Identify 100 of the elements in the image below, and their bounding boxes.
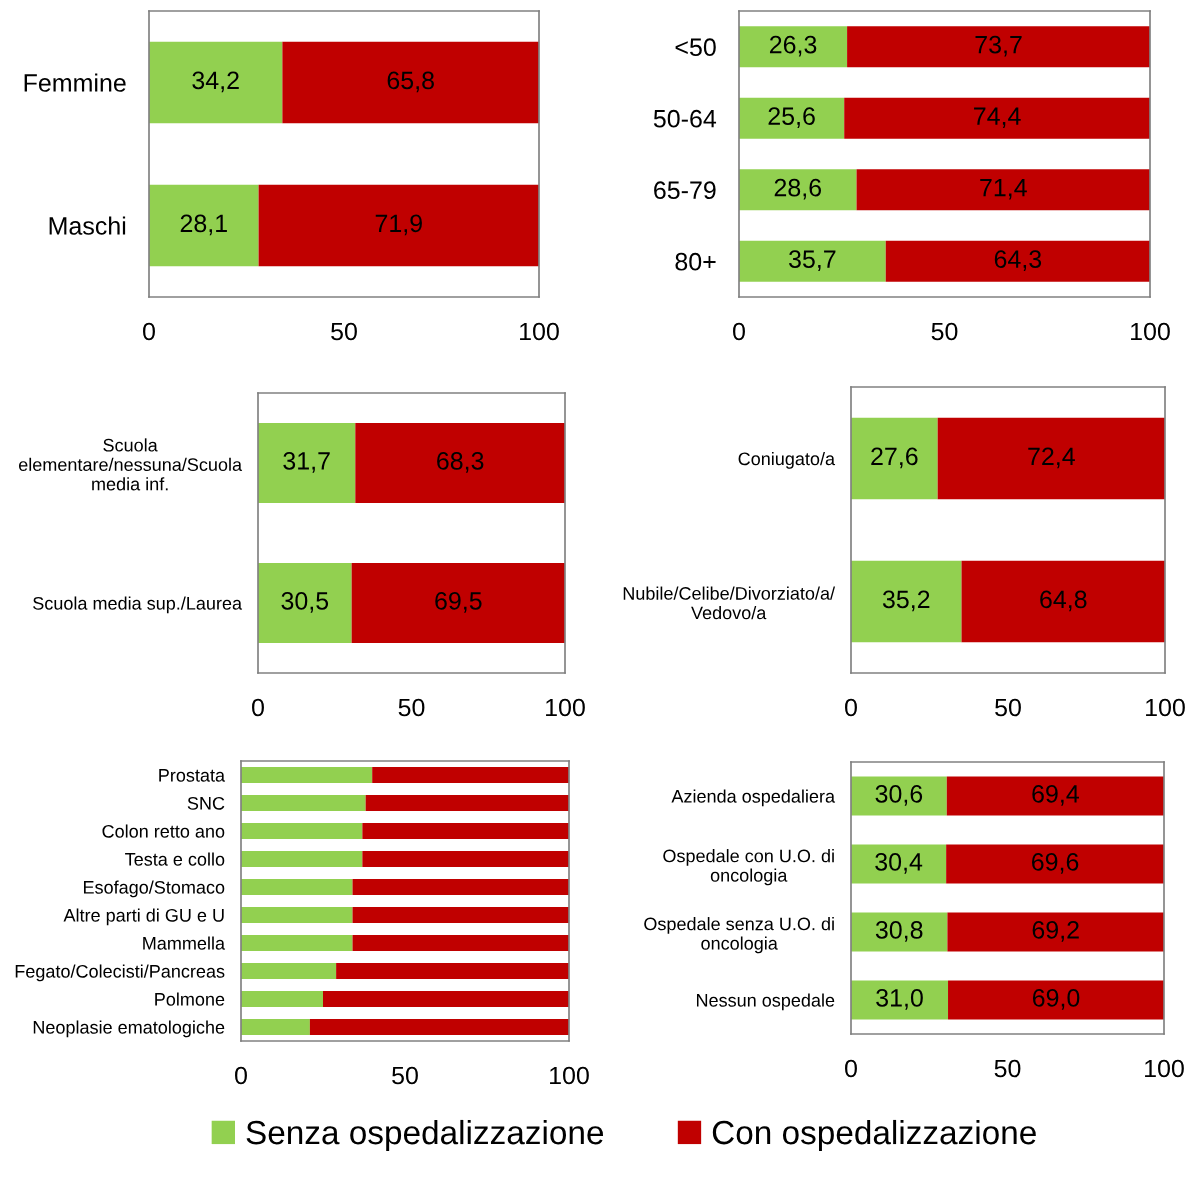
y-tick-label: Nessun ospedale <box>696 993 835 1011</box>
x-tick-label: 50 <box>931 322 958 341</box>
x-tick-label: 50 <box>994 1059 1021 1078</box>
bar <box>309 1019 569 1035</box>
bar <box>352 907 569 923</box>
bar <box>739 169 857 211</box>
bar <box>946 844 1164 884</box>
y-tick-label: Femmine <box>24 73 126 92</box>
legend-label: Senza ospedalizzazione <box>246 1119 604 1151</box>
data-label: 69,0 <box>1032 989 1080 1010</box>
legend-label: Con ospedalizzazione <box>712 1119 1036 1151</box>
x-tick-label: 100 <box>520 322 559 341</box>
y-tick-label: Testa e collo <box>125 852 225 866</box>
y-tick-label: 50-64 <box>653 109 717 128</box>
data-label: 28,1 <box>180 214 227 236</box>
bar <box>258 184 539 267</box>
data-label: 34,2 <box>192 71 239 93</box>
data-label: 31,0 <box>876 989 923 1010</box>
bar <box>947 912 1164 952</box>
bar <box>351 563 565 643</box>
y-tick-label: Polmone <box>155 992 225 1006</box>
bar <box>856 169 1150 211</box>
y-tick-label: Azienda ospedaliera <box>671 789 836 807</box>
bar <box>948 980 1164 1020</box>
x-tick-label: 0 <box>845 698 857 717</box>
bar <box>739 97 845 139</box>
x-tick-label: 50 <box>398 698 425 717</box>
y-tick-label: Ospedale senza U.O. di oncologia <box>644 917 834 954</box>
bar <box>241 767 373 783</box>
bar <box>241 935 353 951</box>
bar <box>851 417 938 500</box>
data-label: 30,6 <box>875 785 923 806</box>
y-tick-label: 80+ <box>675 252 716 271</box>
y-tick-label: Maschi <box>49 216 126 235</box>
bar <box>241 823 363 839</box>
data-label: 30,4 <box>875 853 923 874</box>
bar <box>365 795 569 811</box>
bar <box>149 184 259 267</box>
data-label: 64,8 <box>1040 590 1087 612</box>
x-tick-label: 100 <box>1131 322 1170 341</box>
bar <box>847 26 1150 68</box>
bar <box>241 1019 310 1035</box>
data-label: 68,3 <box>437 452 484 473</box>
x-tick-label: 0 <box>143 322 155 341</box>
bar <box>739 26 848 68</box>
bar <box>844 97 1150 139</box>
data-label: 30,5 <box>281 592 329 613</box>
data-label: 69,6 <box>1032 853 1079 874</box>
bar <box>241 991 323 1007</box>
bar <box>362 851 569 867</box>
bar <box>937 417 1165 500</box>
bar <box>241 963 337 979</box>
bar <box>241 907 353 923</box>
data-label: 71,4 <box>980 179 1027 200</box>
bar <box>258 423 356 503</box>
bar <box>241 851 363 867</box>
y-tick-label: 65-79 <box>654 181 716 200</box>
bar <box>946 776 1164 816</box>
data-label: 27,6 <box>871 447 918 469</box>
data-label: 69,2 <box>1032 921 1079 942</box>
x-tick-label: 0 <box>252 698 264 717</box>
data-label: 35,2 <box>882 590 930 612</box>
y-tick-label: Nubile/Celibe/Divorziato/a/ Vedovo/a <box>623 586 836 620</box>
bar <box>362 823 569 839</box>
bar <box>323 991 569 1007</box>
y-tick-label: Prostata <box>159 769 226 782</box>
x-tick-label: 100 <box>1145 1059 1184 1078</box>
data-label: 30,8 <box>875 921 923 942</box>
y-tick-label: Fegato/Colecisti/Pancreas <box>15 964 225 982</box>
x-tick-label: 100 <box>546 698 585 717</box>
data-label: 31,7 <box>283 452 330 473</box>
data-label: 69,5 <box>435 592 482 613</box>
y-tick-label: Mammella <box>143 936 226 950</box>
y-tick-label: Esofago/Stomaco <box>83 880 225 898</box>
bar <box>355 423 565 503</box>
bar <box>851 776 947 816</box>
bar <box>352 935 569 951</box>
bar <box>851 560 962 643</box>
data-label: 73,7 <box>975 35 1022 57</box>
data-label: 64,3 <box>994 250 1042 271</box>
data-label: 35,7 <box>788 250 836 271</box>
data-label: 74,4 <box>974 107 1021 128</box>
data-label: 72,4 <box>1028 447 1075 469</box>
data-label: 69,4 <box>1032 785 1079 806</box>
x-tick-label: 0 <box>733 322 745 341</box>
bar <box>851 844 947 884</box>
y-tick-label: SNC <box>187 796 225 810</box>
y-tick-label: Colon retto ano <box>102 824 225 838</box>
y-tick-label: Altre parti di GU e U <box>63 908 224 926</box>
bar <box>149 41 283 124</box>
bar <box>885 240 1150 282</box>
bar <box>352 879 569 895</box>
bar <box>739 240 886 282</box>
x-tick-label: 100 <box>550 1066 589 1085</box>
data-label: 26,3 <box>769 35 817 57</box>
x-tick-label: 50 <box>392 1066 418 1085</box>
data-label: 71,9 <box>375 214 422 236</box>
y-tick-label: <50 <box>675 38 716 57</box>
bar <box>336 963 569 979</box>
y-tick-label: Coniugato/a <box>738 451 836 469</box>
